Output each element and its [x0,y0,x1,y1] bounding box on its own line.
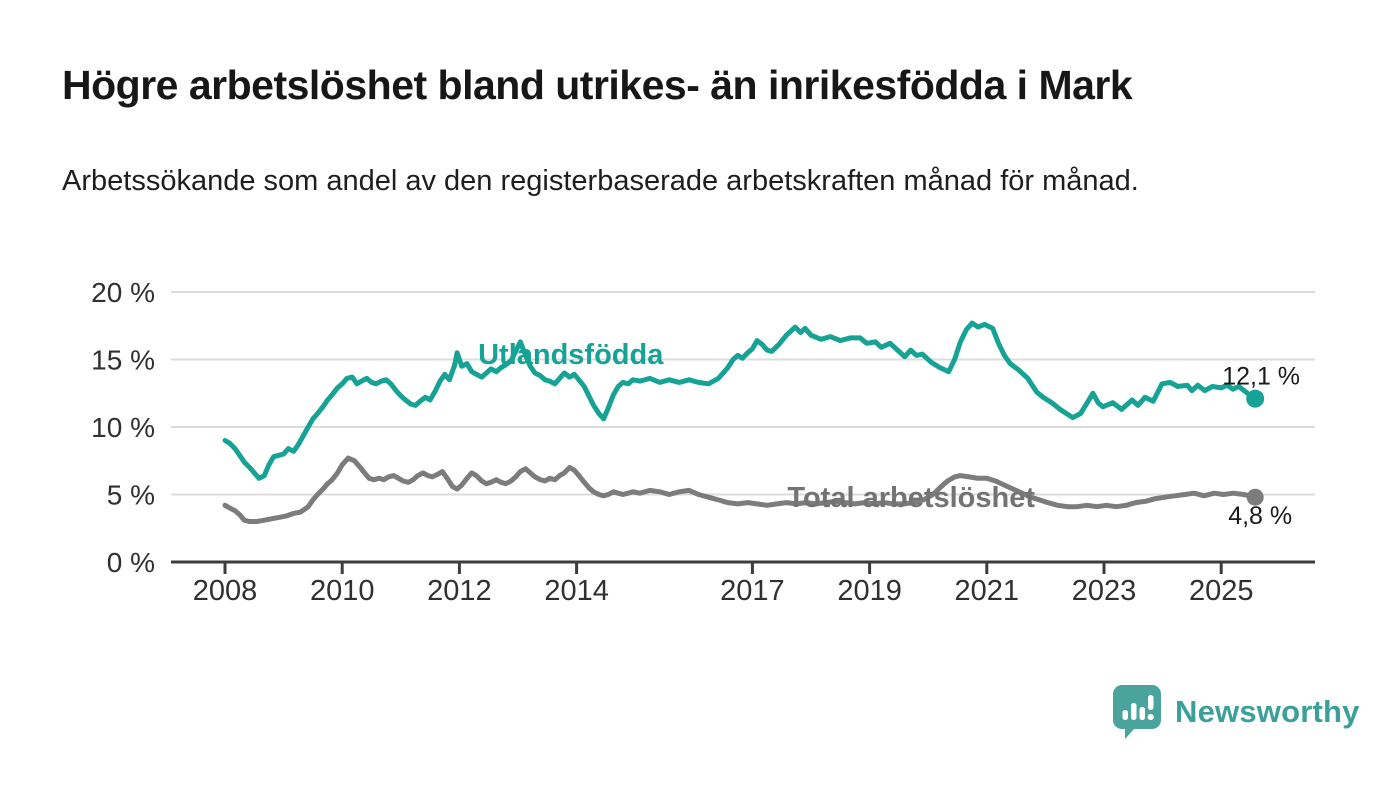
chart-title: Högre arbetslöshet bland utrikes- än inr… [62,62,1133,108]
newsworthy-logo-text: Newsworthy [1175,694,1360,729]
series-line-utlandsfodda [222,320,1258,481]
series-end-value-label-total: 4,8 % [1228,502,1292,530]
x-tick-label: 2010 [310,575,375,607]
series-inline-label-total: Total arbetslöshet [787,482,1035,514]
newsworthy-logo[interactable]: Newsworthy [1112,684,1360,740]
y-tick-label: 10 % [91,412,155,443]
series-line-total [222,455,1258,524]
newsworthy-logo-icon [1113,685,1161,739]
series-end-dot-utlandsfodda [1246,389,1265,408]
x-tick-label: 2012 [427,575,492,607]
x-tick-label: 2023 [1072,575,1137,607]
y-tick-label: 15 % [91,345,155,376]
series-end-dot-total [1246,488,1264,506]
x-tick-label: 2019 [837,575,902,607]
series-inline-label-utlandsfodda: Utlandsfödda [478,339,664,371]
y-tick-label: 0 % [107,547,155,578]
y-tick-label: 20 % [91,277,155,308]
logo-bar-chart-glyph [1122,695,1154,721]
logo-bubble-shape [1113,685,1161,739]
x-tick-label: 2014 [544,575,609,607]
chart-subtitle: Arbetssökande som andel av den registerb… [62,165,1139,197]
x-tick-label: 2008 [193,575,258,607]
series-end-value-label-utlandsfodda: 12,1 % [1222,363,1300,391]
y-tick-label: 5 % [107,480,155,511]
x-tick-label: 2025 [1189,575,1254,607]
x-tick-label: 2021 [955,575,1020,607]
x-tick-label: 2017 [720,575,785,607]
line-chart: 2008 2010 2012 2014 2017 2019 2021 2023 2025 0 % 5… [91,277,1315,607]
